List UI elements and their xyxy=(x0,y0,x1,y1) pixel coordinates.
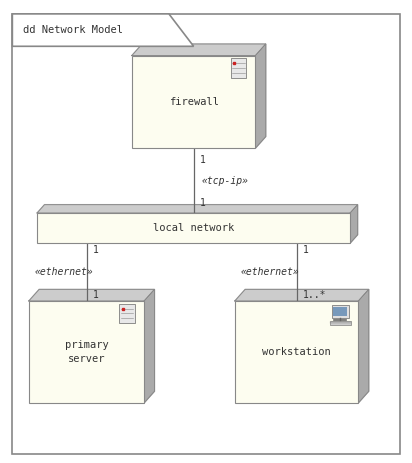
Bar xyxy=(231,58,246,78)
Polygon shape xyxy=(358,289,369,403)
Polygon shape xyxy=(12,14,194,46)
Text: firewall: firewall xyxy=(169,97,219,107)
Polygon shape xyxy=(255,44,266,148)
Polygon shape xyxy=(29,289,154,301)
Text: «tcp-ip»: «tcp-ip» xyxy=(202,176,249,187)
Text: «ethernet»: «ethernet» xyxy=(241,267,300,277)
Polygon shape xyxy=(132,44,266,56)
Text: 1: 1 xyxy=(200,155,206,165)
Polygon shape xyxy=(144,289,154,403)
Polygon shape xyxy=(235,289,369,301)
Text: workstation: workstation xyxy=(262,347,331,357)
Bar xyxy=(132,56,255,148)
Text: «ethernet»: «ethernet» xyxy=(35,267,94,277)
Text: primary
server: primary server xyxy=(65,340,108,364)
Polygon shape xyxy=(350,205,358,243)
Text: 1: 1 xyxy=(200,198,206,208)
Text: dd Network Model: dd Network Model xyxy=(23,25,123,35)
Text: local network: local network xyxy=(153,223,234,233)
Text: 1: 1 xyxy=(93,245,98,255)
Bar xyxy=(37,213,350,243)
Text: 1..*: 1..* xyxy=(303,290,326,300)
Bar xyxy=(332,305,349,318)
Polygon shape xyxy=(37,205,358,213)
Text: 1: 1 xyxy=(93,290,98,300)
Bar xyxy=(235,301,358,403)
Bar xyxy=(29,301,144,403)
Bar xyxy=(333,307,347,316)
Bar xyxy=(330,321,351,325)
Text: 1: 1 xyxy=(303,245,309,255)
Bar xyxy=(119,304,135,323)
